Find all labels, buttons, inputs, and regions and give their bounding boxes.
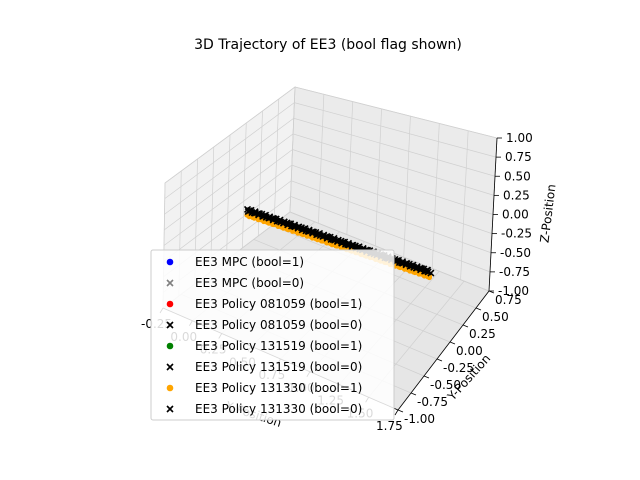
x-tick-label: 1.75 <box>376 419 403 433</box>
legend-entry-label: EE3 Policy 081059 (bool=0) <box>195 318 362 332</box>
z-tick-label: 0.25 <box>503 188 530 202</box>
legend-entry-label: EE3 Policy 131330 (bool=1) <box>195 381 362 395</box>
legend-entry-label: EE3 Policy 131330 (bool=0) <box>195 402 362 416</box>
y-tick-mark <box>411 393 416 395</box>
z-tick-label: 0.00 <box>502 208 529 222</box>
z-axis-label: Z-Position <box>537 183 558 243</box>
z-tick-label: 0.75 <box>505 150 532 164</box>
y-tick-label: 0.50 <box>482 310 509 324</box>
legend-entry-label: EE3 Policy 131519 (bool=0) <box>195 360 362 374</box>
y-tick-mark <box>437 359 442 361</box>
legend-entry-label: EE3 Policy 081059 (bool=1) <box>195 297 362 311</box>
chart-title: 3D Trajectory of EE3 (bool flag shown) <box>194 37 462 53</box>
z-tick-label: 1.00 <box>506 131 533 145</box>
y-tick-label: -0.75 <box>417 395 448 409</box>
z-tick-label: -0.75 <box>499 265 530 279</box>
legend-marker-circle <box>167 301 174 308</box>
y-tick-mark <box>463 325 468 327</box>
legend-entry-label: EE3 Policy 131519 (bool=1) <box>195 339 362 353</box>
legend: EE3 MPC (bool=1) EE3 MPC (bool=0) EE3 Poli… <box>151 250 394 420</box>
z-tick-label: -0.25 <box>501 227 532 241</box>
legend-entry-label: EE3 MPC (bool=0) <box>195 276 304 290</box>
y-tick-label: 0.25 <box>469 327 496 341</box>
y-tick-mark <box>450 342 455 344</box>
legend-entry-label: EE3 MPC (bool=1) <box>195 255 304 269</box>
y-tick-mark <box>424 376 429 378</box>
z-tick-label: -0.50 <box>500 246 531 260</box>
y-tick-label: -1.00 <box>404 412 435 426</box>
y-tick-label: 0.75 <box>495 293 522 307</box>
y-tick-mark <box>398 410 403 412</box>
legend-marker-circle <box>167 385 174 392</box>
legend-marker-circle <box>167 259 174 266</box>
y-tick-mark <box>476 308 481 310</box>
z-tick-label: 0.50 <box>504 169 531 183</box>
x-tick-mark <box>395 410 398 415</box>
legend-marker-circle <box>167 343 174 350</box>
